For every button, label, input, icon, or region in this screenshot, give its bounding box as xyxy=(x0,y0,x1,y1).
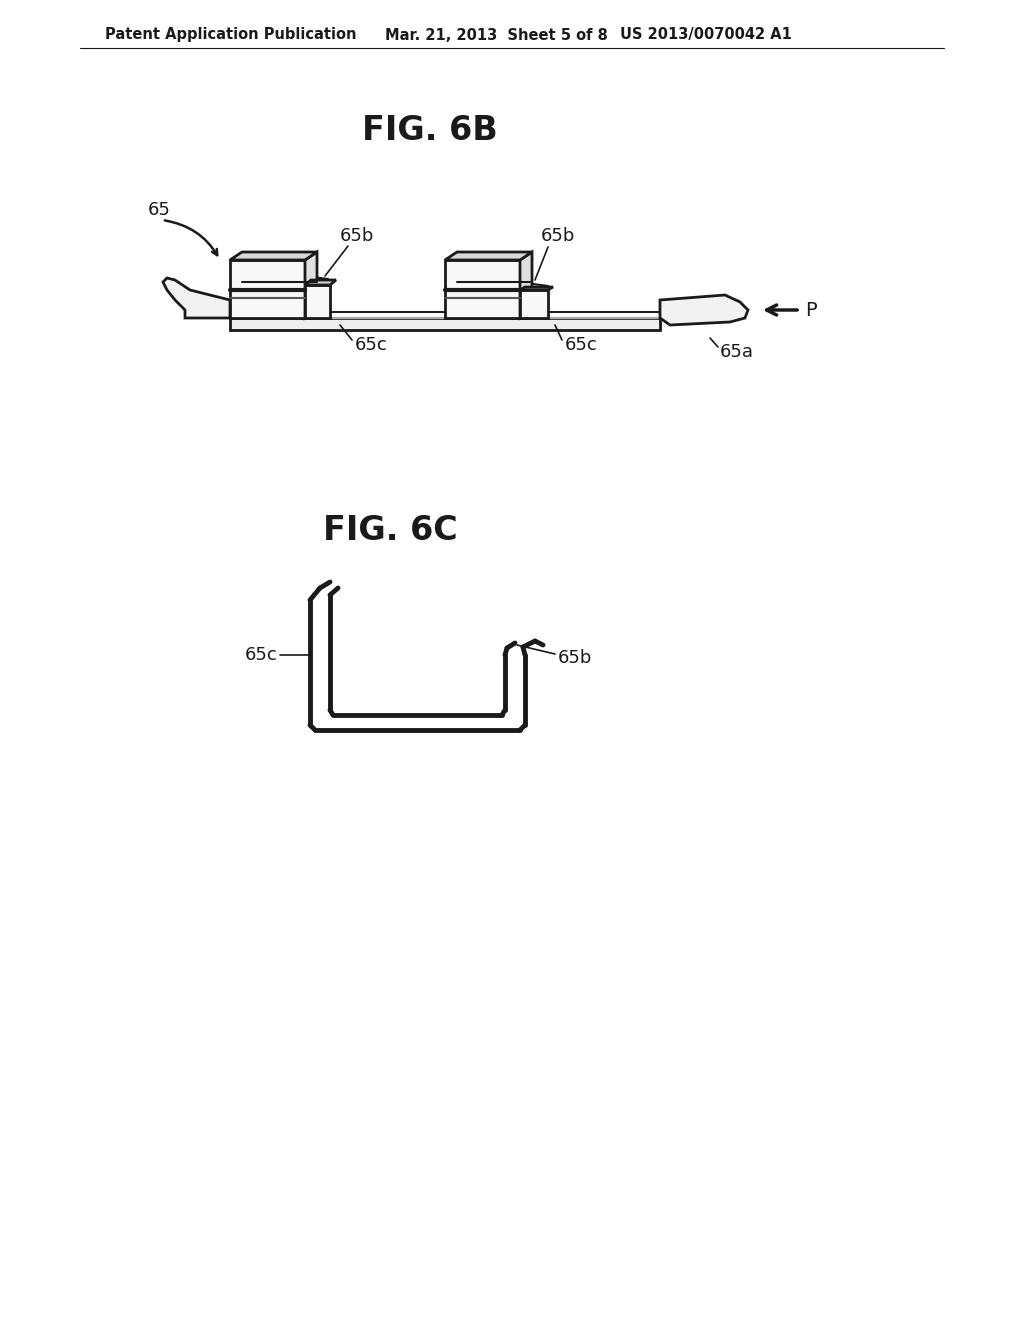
Text: 65: 65 xyxy=(148,201,171,219)
Text: 65c: 65c xyxy=(355,337,388,354)
Text: 65b: 65b xyxy=(558,649,592,667)
Text: Mar. 21, 2013  Sheet 5 of 8: Mar. 21, 2013 Sheet 5 of 8 xyxy=(385,28,608,42)
Polygon shape xyxy=(305,285,330,318)
Polygon shape xyxy=(520,286,553,290)
Text: Patent Application Publication: Patent Application Publication xyxy=(105,28,356,42)
Polygon shape xyxy=(445,252,532,260)
Polygon shape xyxy=(305,252,317,318)
Text: 65b: 65b xyxy=(541,227,575,246)
Text: 65a: 65a xyxy=(720,343,754,360)
Text: P: P xyxy=(805,301,816,319)
Polygon shape xyxy=(305,280,336,285)
Text: FIG. 6C: FIG. 6C xyxy=(323,513,458,546)
Polygon shape xyxy=(660,294,748,325)
Polygon shape xyxy=(230,252,317,260)
Text: 65b: 65b xyxy=(340,227,374,246)
Polygon shape xyxy=(520,252,532,318)
Polygon shape xyxy=(230,318,660,330)
Text: 65c: 65c xyxy=(245,645,278,664)
Text: 65c: 65c xyxy=(565,337,598,354)
Polygon shape xyxy=(163,279,230,318)
Polygon shape xyxy=(230,260,305,318)
Text: FIG. 6B: FIG. 6B xyxy=(362,114,498,147)
Text: US 2013/0070042 A1: US 2013/0070042 A1 xyxy=(620,28,792,42)
Polygon shape xyxy=(520,290,548,318)
Polygon shape xyxy=(445,260,520,318)
